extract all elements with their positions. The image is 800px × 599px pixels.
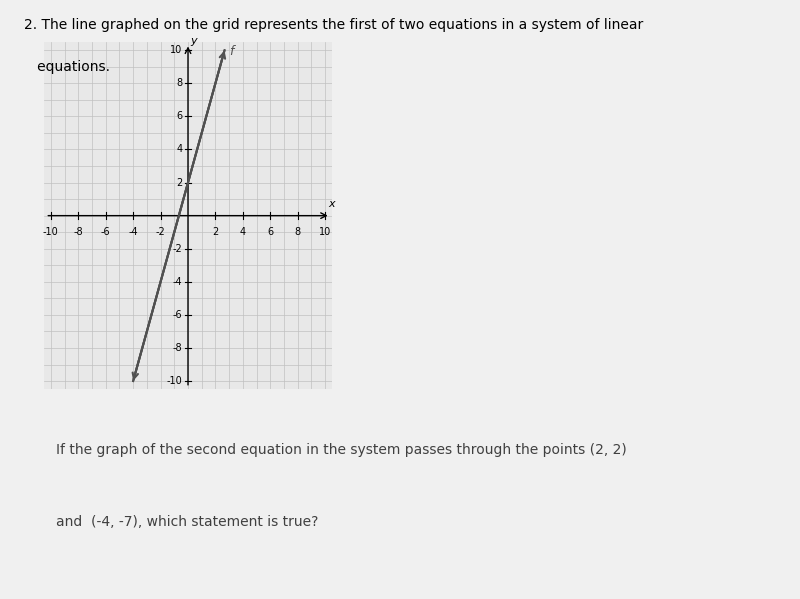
Text: y: y bbox=[190, 35, 197, 46]
Text: 10: 10 bbox=[170, 45, 182, 55]
Text: 4: 4 bbox=[176, 144, 182, 155]
Text: -6: -6 bbox=[173, 310, 182, 320]
Text: -8: -8 bbox=[74, 227, 83, 237]
Text: -4: -4 bbox=[173, 277, 182, 287]
Text: 2: 2 bbox=[212, 227, 218, 237]
Text: 6: 6 bbox=[267, 227, 274, 237]
Text: and  (-4, -7), which statement is true?: and (-4, -7), which statement is true? bbox=[56, 515, 318, 529]
Text: -4: -4 bbox=[128, 227, 138, 237]
Text: equations.: equations. bbox=[24, 60, 110, 74]
Text: 10: 10 bbox=[319, 227, 331, 237]
Text: If the graph of the second equation in the system passes through the points (2, : If the graph of the second equation in t… bbox=[56, 443, 626, 457]
Text: 2. The line graphed on the grid represents the first of two equations in a syste: 2. The line graphed on the grid represen… bbox=[24, 18, 643, 32]
Text: x: x bbox=[329, 199, 335, 210]
Text: -2: -2 bbox=[173, 244, 182, 254]
Text: 8: 8 bbox=[176, 78, 182, 88]
Text: 8: 8 bbox=[294, 227, 301, 237]
Text: 2: 2 bbox=[176, 177, 182, 187]
Text: -10: -10 bbox=[166, 376, 182, 386]
Text: -8: -8 bbox=[173, 343, 182, 353]
Text: 6: 6 bbox=[176, 111, 182, 122]
Text: -2: -2 bbox=[156, 227, 166, 237]
Text: -10: -10 bbox=[43, 227, 58, 237]
Text: f: f bbox=[229, 45, 233, 58]
Text: 4: 4 bbox=[240, 227, 246, 237]
Text: -6: -6 bbox=[101, 227, 110, 237]
